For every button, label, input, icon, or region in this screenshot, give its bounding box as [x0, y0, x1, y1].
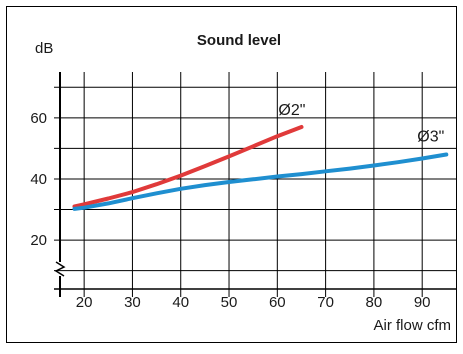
grid	[54, 72, 456, 297]
y-tick-label: 60	[30, 110, 47, 127]
x-tick-label: 60	[269, 294, 286, 311]
y-tick-label: 20	[30, 232, 47, 249]
labels: Sound level dB Air flow cfm 20 30 40 50 60 70…	[30, 32, 451, 334]
y-axis-label: dB	[35, 40, 53, 57]
x-tick-label: 90	[414, 294, 431, 311]
series-line-d3	[72, 152, 449, 211]
x-tick-label: 40	[172, 294, 189, 311]
x-tick-label: 30	[124, 294, 141, 311]
x-tick-label: 70	[317, 294, 334, 311]
x-tick-label: 50	[221, 294, 238, 311]
y-tick-label: 40	[30, 171, 47, 188]
axes	[54, 72, 456, 297]
chart-title: Sound level	[197, 32, 281, 49]
x-axis-label: Air flow cfm	[373, 317, 451, 334]
series-label-d2: Ø2"	[278, 102, 305, 119]
series-label-d3: Ø3"	[417, 129, 444, 146]
chart-border	[6, 6, 457, 343]
series-line-d2	[72, 125, 304, 209]
series-layer	[72, 125, 449, 211]
x-tick-label: 80	[366, 294, 383, 311]
x-tick-label: 20	[76, 294, 93, 311]
axis-break-mark	[54, 261, 66, 277]
